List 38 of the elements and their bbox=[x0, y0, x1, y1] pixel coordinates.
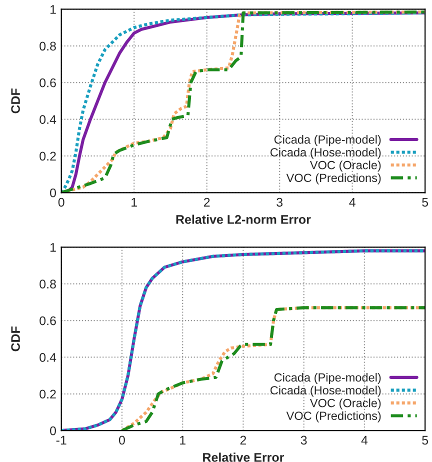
legend-label: VOC (Oracle) bbox=[310, 160, 381, 172]
y-tick-label: 0.4 bbox=[40, 115, 56, 124]
x-tick-label: 5 bbox=[422, 198, 428, 207]
x-tick-label: 3 bbox=[300, 436, 307, 445]
x-tick-label: 0 bbox=[58, 198, 64, 207]
legend-label: VOC (Predictions) bbox=[286, 173, 381, 184]
legend-label: Cicada (Hose-model) bbox=[270, 148, 381, 159]
x-axis-title: Relative L2-norm Error bbox=[176, 214, 311, 224]
y-axis-title: CDF bbox=[11, 88, 20, 114]
legend-label: Cicada (Hose-model) bbox=[270, 386, 381, 397]
y-tick-label: 0 bbox=[50, 188, 56, 198]
y-tick-label: 0.8 bbox=[40, 280, 56, 289]
y-tick-label: 0.2 bbox=[40, 390, 56, 399]
y-tick-label: 0 bbox=[50, 426, 56, 436]
legend-label: VOC (Predictions) bbox=[286, 411, 381, 422]
legend-label: VOC (Oracle) bbox=[310, 398, 381, 410]
x-tick-label: 1 bbox=[132, 198, 137, 207]
legend-label: Cicada (Pipe-model) bbox=[274, 135, 381, 146]
y-tick-label: 0.8 bbox=[40, 42, 56, 51]
x-tick-label: 4 bbox=[361, 436, 368, 445]
x-tick-label: 4 bbox=[349, 198, 356, 207]
x-tick-label: 1 bbox=[180, 436, 186, 445]
x-tick-label: 2 bbox=[240, 436, 246, 445]
y-axis-title: CDF bbox=[11, 326, 20, 352]
y-tick-label: 0.6 bbox=[40, 78, 56, 88]
y-tick-label: 0.4 bbox=[40, 353, 56, 362]
x-tick-label: 0 bbox=[118, 436, 125, 445]
x-tick-label: 5 bbox=[422, 436, 428, 445]
y-tick-label: 1 bbox=[50, 243, 56, 252]
y-tick-label: 0.6 bbox=[40, 316, 56, 326]
x-tick-label: 2 bbox=[204, 198, 210, 207]
y-tick-label: 0.2 bbox=[40, 152, 56, 161]
line-series bbox=[120, 306, 426, 431]
y-tick-label: 1 bbox=[50, 5, 56, 14]
legend-label: Cicada (Pipe-model) bbox=[274, 372, 381, 384]
x-tick-label: -1 bbox=[56, 436, 66, 445]
x-axis-title: Relative Error bbox=[203, 452, 284, 462]
x-tick-label: 3 bbox=[276, 198, 283, 207]
